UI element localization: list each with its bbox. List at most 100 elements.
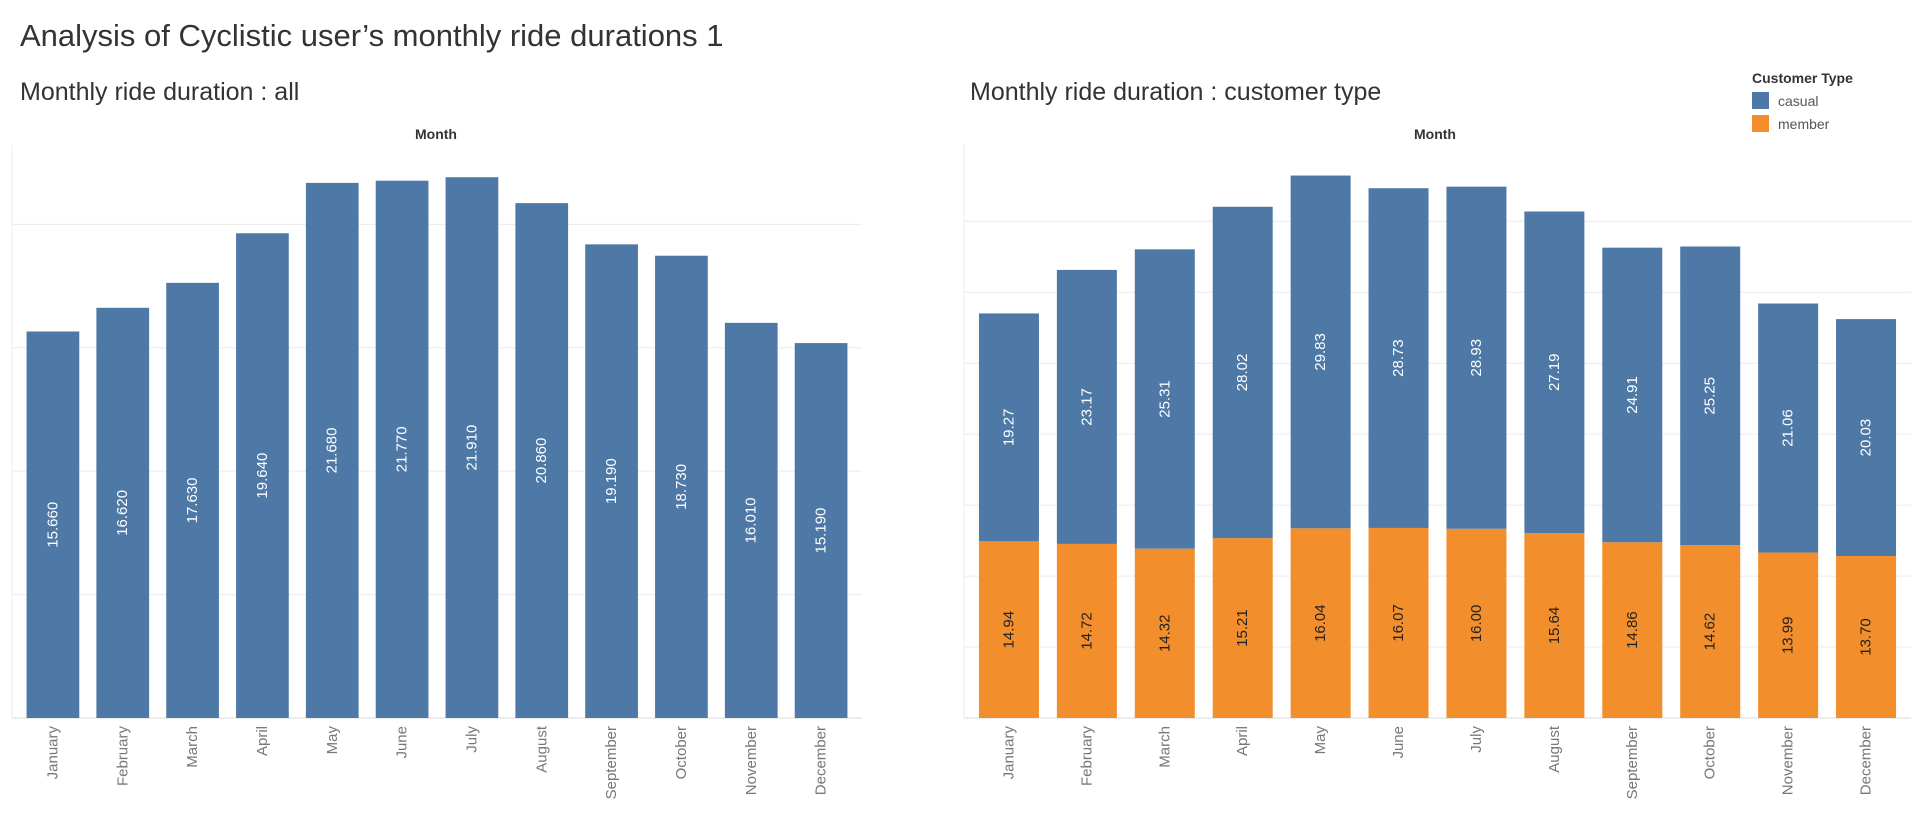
bar-member-june-1[interactable] — [1368, 527, 1429, 718]
legend-swatch-member — [1752, 115, 1769, 132]
data-label-value-july-0: 21.910 — [463, 425, 480, 471]
x-tick-may-1: May — [1312, 726, 1329, 755]
x-tick-october-1: October — [1702, 726, 1719, 779]
x-tick-january-1: January — [1000, 726, 1017, 780]
data-label-casual-february-1: 23.17 — [1078, 388, 1095, 426]
data-label-member-december-1: 13.70 — [1858, 618, 1875, 656]
x-tick-july-0: July — [463, 726, 480, 753]
right-column-header: Month — [1414, 126, 1456, 142]
bar-member-august-1[interactable] — [1524, 533, 1585, 718]
x-tick-february-1: February — [1078, 726, 1095, 787]
x-tick-may-0: May — [324, 726, 341, 755]
bar-value-june-0[interactable] — [375, 180, 429, 718]
data-label-member-september-1: 14.86 — [1624, 611, 1641, 649]
data-label-casual-august-1: 27.19 — [1546, 353, 1563, 391]
data-label-member-april-1: 15.21 — [1234, 609, 1251, 647]
x-tick-december-0: December — [813, 726, 830, 795]
data-label-member-february-1: 14.72 — [1078, 612, 1095, 650]
bar-value-august-0[interactable] — [515, 203, 569, 718]
legend-title: Customer Type — [1752, 70, 1853, 86]
data-label-member-october-1: 14.62 — [1702, 613, 1719, 651]
bar-value-december-0[interactable] — [794, 343, 848, 718]
bar-casual-march-1[interactable] — [1134, 249, 1195, 549]
data-label-value-february-0: 16.620 — [114, 490, 131, 536]
data-label-value-may-0: 21.680 — [324, 428, 341, 474]
data-label-casual-january-1: 19.27 — [1000, 409, 1017, 447]
left-column-header: Month — [415, 126, 457, 142]
bar-casual-january-1[interactable] — [978, 313, 1039, 542]
bar-value-september-0[interactable] — [585, 244, 638, 719]
legend-item-casual[interactable]: casual — [1752, 92, 1853, 109]
bar-member-september-1[interactable] — [1602, 542, 1663, 718]
data-label-casual-october-1: 25.25 — [1702, 377, 1719, 415]
bar-casual-october-1[interactable] — [1680, 246, 1741, 546]
bar-casual-december-1[interactable] — [1836, 319, 1897, 556]
bar-member-march-1[interactable] — [1134, 548, 1195, 718]
data-label-value-june-0: 21.770 — [394, 426, 411, 472]
x-tick-march-1: March — [1156, 726, 1173, 768]
x-tick-september-0: September — [603, 726, 620, 799]
x-tick-april-0: April — [254, 726, 271, 756]
right-chart-title: Monthly ride duration : customer type — [970, 78, 1382, 106]
data-label-value-january-0: 15.660 — [44, 502, 61, 548]
bar-casual-june-1[interactable] — [1368, 188, 1429, 528]
x-tick-august-0: August — [533, 725, 550, 773]
data-label-value-august-0: 20.860 — [533, 438, 550, 484]
x-tick-march-0: March — [184, 726, 201, 768]
bar-value-may-0[interactable] — [305, 182, 359, 718]
bar-casual-april-1[interactable] — [1212, 206, 1273, 539]
bar-casual-may-1[interactable] — [1290, 175, 1351, 529]
data-label-member-july-1: 16.00 — [1468, 605, 1485, 643]
data-label-casual-may-1: 29.83 — [1312, 333, 1329, 371]
bar-casual-february-1[interactable] — [1056, 269, 1117, 544]
x-tick-june-1: June — [1390, 726, 1407, 759]
data-label-casual-march-1: 25.31 — [1156, 380, 1173, 418]
bar-value-october-0[interactable] — [655, 255, 708, 719]
legend: Customer Type casual member — [1752, 70, 1853, 138]
data-label-casual-november-1: 21.06 — [1780, 409, 1797, 447]
bar-member-february-1[interactable] — [1056, 543, 1117, 718]
left-chart-title: Monthly ride duration : all — [20, 78, 300, 106]
data-label-casual-june-1: 28.73 — [1390, 339, 1407, 377]
bar-member-january-1[interactable] — [978, 541, 1039, 718]
bar-casual-august-1[interactable] — [1524, 211, 1585, 534]
data-label-member-august-1: 15.64 — [1546, 607, 1563, 645]
bar-casual-july-1[interactable] — [1446, 186, 1507, 529]
bar-value-july-0[interactable] — [445, 177, 499, 718]
bar-member-july-1[interactable] — [1446, 528, 1507, 718]
x-tick-november-1: November — [1780, 726, 1797, 795]
data-label-casual-december-1: 20.03 — [1858, 419, 1875, 457]
x-tick-december-1: December — [1858, 726, 1875, 795]
dashboard-title: Analysis of Cyclistic user’s monthly rid… — [20, 18, 724, 53]
bar-casual-september-1[interactable] — [1602, 247, 1663, 543]
bar-member-april-1[interactable] — [1212, 538, 1273, 718]
bar-member-may-1[interactable] — [1290, 528, 1351, 718]
data-label-value-november-0: 16.010 — [743, 497, 760, 543]
legend-label-member: member — [1778, 115, 1830, 132]
x-tick-october-0: October — [673, 726, 690, 779]
bar-casual-november-1[interactable] — [1758, 303, 1819, 553]
x-tick-january-0: January — [44, 726, 61, 780]
bar-member-october-1[interactable] — [1680, 545, 1741, 718]
data-label-member-may-1: 16.04 — [1312, 604, 1329, 642]
bar-value-february-0[interactable] — [96, 307, 150, 718]
data-label-value-december-0: 15.190 — [813, 508, 830, 554]
legend-item-member[interactable]: member — [1752, 115, 1853, 132]
x-tick-november-0: November — [743, 726, 760, 795]
legend-label-casual: casual — [1778, 92, 1819, 109]
data-label-member-november-1: 13.99 — [1780, 617, 1797, 655]
data-label-value-march-0: 17.630 — [184, 477, 201, 523]
x-tick-june-0: June — [394, 726, 411, 759]
bar-member-november-1[interactable] — [1758, 552, 1819, 718]
data-label-value-april-0: 19.640 — [254, 453, 271, 499]
x-tick-july-1: July — [1468, 726, 1485, 753]
bar-value-january-0[interactable] — [26, 331, 80, 718]
bar-value-november-0[interactable] — [724, 322, 778, 718]
bar-member-december-1[interactable] — [1836, 555, 1897, 718]
bar-value-march-0[interactable] — [166, 282, 219, 718]
data-label-member-january-1: 14.94 — [1000, 611, 1017, 649]
legend-swatch-casual — [1752, 92, 1769, 109]
data-label-casual-july-1: 28.93 — [1468, 339, 1485, 377]
bar-value-april-0[interactable] — [236, 233, 289, 718]
